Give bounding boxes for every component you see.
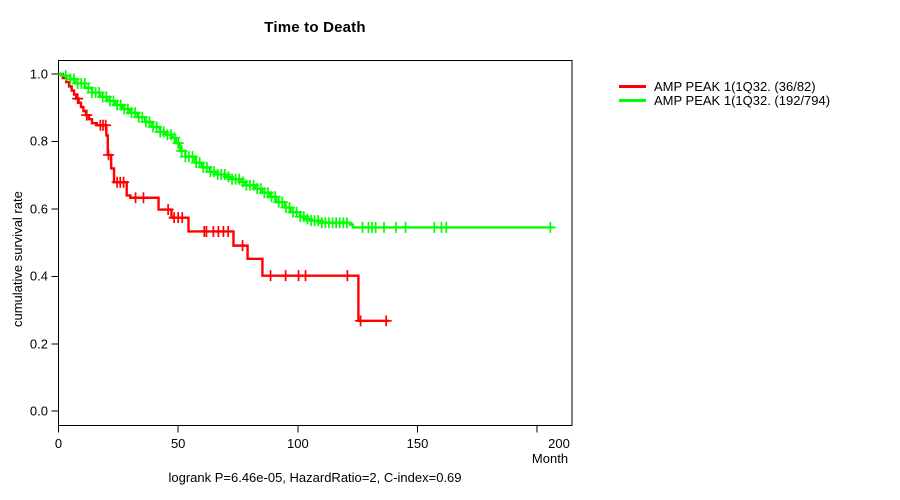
- y-tick-label: 0.2: [29, 336, 48, 352]
- censor-marks-red: [72, 93, 392, 327]
- survival-curve-green: [58, 72, 553, 229]
- x-tick-label: 100: [287, 436, 309, 451]
- axis-ticks: [51, 73, 538, 433]
- legend: AMP PEAK 1(1Q32. (36/82) AMP PEAK 1(1Q32…: [619, 79, 831, 109]
- y-tick-label: 0.6: [29, 201, 48, 217]
- x-tick-label: 200: [548, 436, 570, 451]
- legend-label-red: AMP PEAK 1(1Q32. (36/82): [654, 79, 816, 95]
- x-tick-label: 0: [54, 436, 63, 451]
- legend-line-swatch-red: [619, 85, 646, 89]
- legend-label-green: AMP PEAK 1(1Q32. (192/794): [654, 93, 831, 109]
- y-tick-label: 1.0: [29, 66, 48, 82]
- legend-line-swatch-green: [619, 99, 646, 103]
- censor-marks-green: [60, 70, 556, 233]
- legend-item-green: AMP PEAK 1(1Q32. (192/794): [619, 93, 831, 109]
- y-tick-label: 0.4: [29, 268, 48, 284]
- x-tick-label: 50: [170, 436, 186, 451]
- y-tick-label: 0.8: [29, 133, 48, 149]
- plot-box: [58, 60, 573, 426]
- stats-caption: logrank P=6.46e-05, HazardRatio=2, C-ind…: [168, 470, 462, 485]
- chart-title: Time to Death: [264, 19, 366, 36]
- legend-item-red: AMP PEAK 1(1Q32. (36/82): [619, 79, 830, 95]
- y-tick-label: 0.0: [29, 403, 48, 419]
- x-axis-label: Month: [531, 451, 569, 466]
- survival-curve-red: [58, 72, 389, 323]
- x-tick-label: 150: [406, 436, 429, 451]
